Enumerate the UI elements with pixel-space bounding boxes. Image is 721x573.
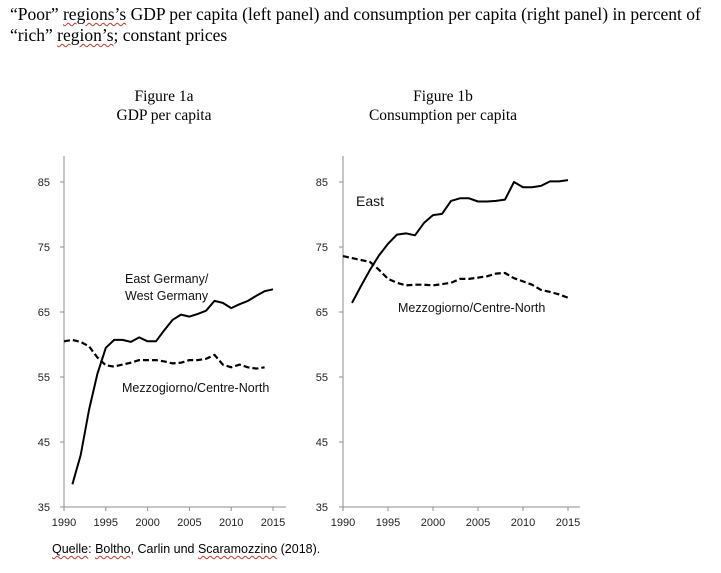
- fig1a-y-tick-label: 35: [38, 502, 50, 514]
- fig1b-x-tick-label: 1990: [331, 517, 355, 529]
- source-scaramozzino: Scaramozzino: [197, 542, 278, 556]
- figure-1a-title-block: Figure 1a GDP per capita: [64, 87, 264, 125]
- source-note: Quelle: Boltho, Carlin und Scaramozzino …: [52, 542, 320, 556]
- source-quelle: Quelle: [52, 542, 89, 556]
- caption-region: region’s: [57, 25, 114, 45]
- fig1b-series-label: East: [356, 193, 384, 209]
- fig1b-y-tick-label: 65: [316, 307, 328, 319]
- figure-1a-title: Figure 1a: [134, 88, 194, 105]
- fig1a-x-tick-label: 1995: [94, 517, 118, 529]
- figure-1b-subtitle: Consumption per capita: [368, 107, 518, 124]
- fig1a-x-tick-label: 2005: [177, 517, 201, 529]
- fig1a-y-tick-label: 75: [38, 242, 50, 254]
- fig1a-y-tick-label: 65: [38, 307, 50, 319]
- caption-regions: regions’s: [62, 4, 127, 24]
- fig1a-y-tick-label: 85: [38, 177, 50, 189]
- figure-1b-title-block: Figure 1b Consumption per capita: [338, 87, 548, 125]
- fig1a-series-label: West Germany: [125, 289, 209, 303]
- fig1b-y-tick-label: 35: [316, 502, 328, 514]
- fig1b-y-tick-label: 75: [316, 242, 328, 254]
- fig1a-y-tick-label: 55: [38, 372, 50, 384]
- fig1a-y-tick-label: 45: [38, 437, 50, 449]
- fig1b-y-tick-label: 55: [316, 372, 328, 384]
- figure-1b-title: Figure 1b: [413, 88, 473, 105]
- caption-text-end: ; constant prices: [113, 25, 228, 45]
- fig1a-x-tick-label: 1990: [52, 517, 76, 529]
- fig1b-series-label: Mezzogiorno/Centre-North: [398, 301, 545, 315]
- fig1a-x-tick-label: 2015: [261, 517, 285, 529]
- source-boltho: Boltho: [95, 542, 131, 556]
- figure-1a-subtitle: GDP per capita: [116, 107, 212, 124]
- fig1a-series-label: East Germany/: [125, 272, 209, 286]
- caption-text-mid: GDP per capita (left panel) and consumpt…: [10, 4, 701, 45]
- fig1a-x-tick-label: 2010: [219, 517, 243, 529]
- figure-caption: “Poor” regions’s GDP per capita (left pa…: [10, 4, 710, 46]
- fig1b-x-tick-label: 2000: [421, 517, 445, 529]
- fig1a-x-tick-label: 2000: [135, 517, 159, 529]
- fig1a-series-line-mezzogiorno: [63, 338, 265, 370]
- caption-text: “Poor”: [10, 4, 63, 24]
- source-sep: :: [88, 542, 96, 556]
- fig1b-x-tick-label: 2010: [511, 517, 535, 529]
- source-mid: , Carlin und: [130, 542, 198, 556]
- fig1b-x-tick-label: 2015: [556, 517, 580, 529]
- source-end: (2018).: [277, 542, 321, 556]
- fig1a-series-label: Mezzogiorno/Centre-North: [122, 381, 269, 395]
- fig1b-series-line-east: [351, 179, 569, 304]
- fig1b-x-tick-label: 1995: [376, 517, 400, 529]
- fig1b-y-tick-label: 45: [316, 437, 328, 449]
- fig1a-series-line-east: [71, 288, 274, 485]
- fig1b-series-line-mezzogiorno: [342, 255, 569, 299]
- fig1b-y-tick-label: 85: [316, 177, 328, 189]
- fig1b-x-tick-label: 2005: [466, 517, 490, 529]
